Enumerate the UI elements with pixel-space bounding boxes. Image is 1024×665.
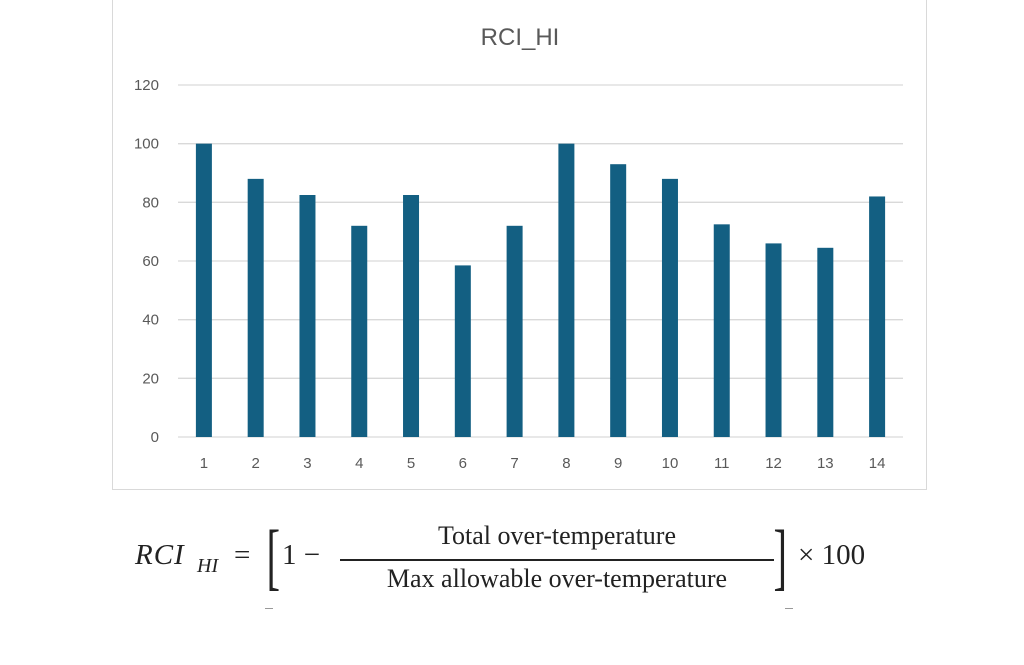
bar-12 [765,243,782,437]
x-tick-label: 9 [614,455,622,472]
x-tick-label: 5 [407,455,415,472]
bar-1 [195,143,212,437]
formula-numerator: Total over-temperature [437,521,677,550]
bar-3 [299,195,316,437]
bar-5 [403,195,420,437]
formula-underline-mark [785,608,793,609]
formula-times-100: × 100 [798,539,866,571]
bar-4 [351,225,368,437]
y-tick-label: 60 [142,253,159,270]
x-tick-label: 11 [714,455,730,472]
x-tick-label: 10 [662,455,679,472]
x-axis-ticks: 1 2 3 4 5 6 7 8 9 10 11 12 13 14 [200,455,886,472]
bars [195,143,886,437]
bar-10 [661,178,678,437]
bar-9 [610,164,627,437]
bar-6 [454,265,471,437]
x-tick-label: 1 [200,455,208,472]
chart-frame: RCI_HI 0 20 40 60 80 100 120 1 2 3 4 5 6 7 8 9 10 11 12 13… [112,0,927,490]
formula-underline-mark [265,608,273,609]
bar-7 [506,225,523,437]
y-tick-label: 40 [142,312,159,329]
x-tick-label: 3 [303,455,311,472]
y-axis-ticks: 0 20 40 60 80 100 120 [134,77,159,446]
formula-equals: = [234,539,251,571]
chart-title: RCI_HI [481,24,560,51]
bar-11 [713,224,730,437]
y-tick-label: 120 [134,77,159,94]
x-tick-label: 13 [817,455,834,472]
y-tick-label: 20 [142,370,159,387]
formula-left-bracket: [ [266,516,281,598]
formula-denominator: Max allowable over-temperature [386,564,728,593]
y-tick-label: 0 [151,429,159,446]
bar-13 [817,247,834,437]
formula-lhs: RCI [135,539,185,571]
x-tick-label: 8 [562,455,570,472]
x-tick-label: 12 [765,455,782,472]
bar-8 [558,143,575,437]
formula-right-bracket: ] [773,516,788,598]
y-tick-label: 100 [134,136,159,153]
x-tick-label: 2 [252,455,260,472]
x-tick-label: 14 [869,455,886,472]
formula-one-minus: 1 − [282,539,321,571]
rci-formula: RCI HI = [ 1 − Total over-temperature Ma… [130,512,890,612]
formula-subscript: HI [197,555,219,577]
x-tick-label: 6 [459,455,467,472]
y-tick-label: 80 [142,194,159,211]
formula-fraction-bar [340,559,774,561]
x-tick-label: 4 [355,455,363,472]
bar-2 [247,178,264,437]
gridlines [178,84,903,438]
x-tick-label: 7 [510,455,518,472]
bar-14 [869,196,886,437]
